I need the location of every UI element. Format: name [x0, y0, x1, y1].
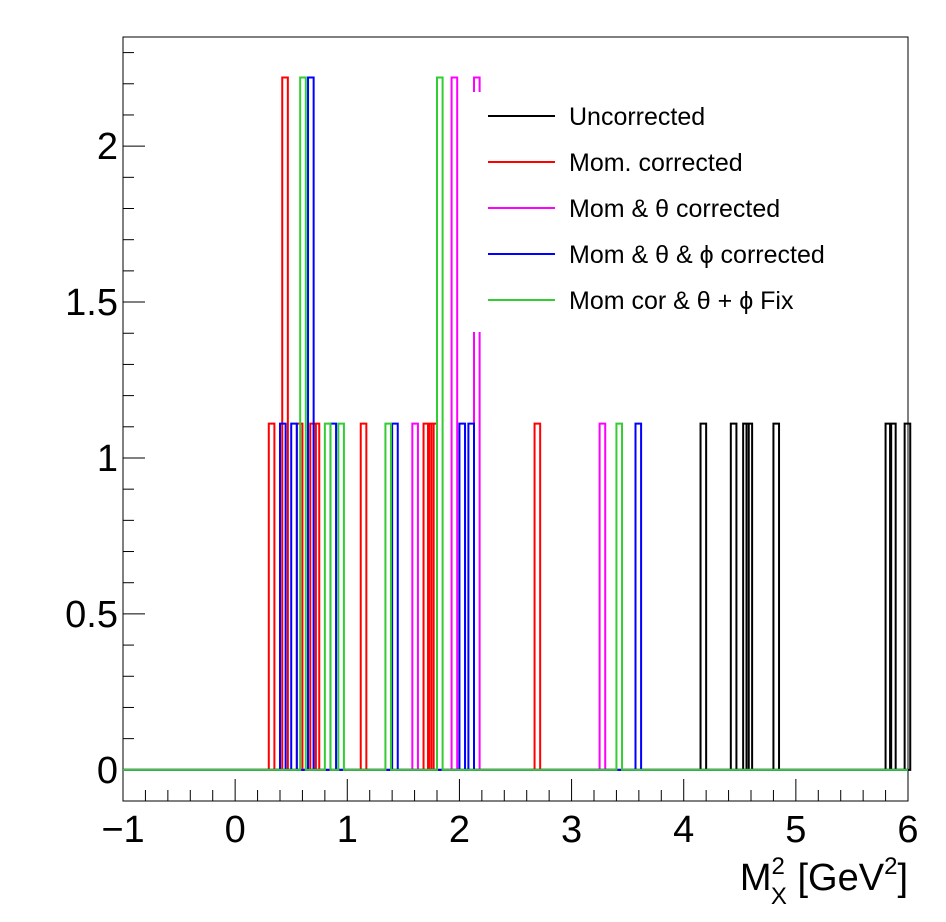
y-tick-label: 2	[97, 126, 118, 168]
legend-label: Uncorrected	[569, 103, 705, 131]
x-tick-label: 2	[449, 809, 470, 851]
y-tick-label: 1.5	[65, 282, 118, 324]
x-tick-label: −1	[101, 809, 144, 851]
x-tick-label: 6	[897, 809, 918, 851]
legend: Uncorrected Mom. corrected Mom & θ correct…	[470, 92, 870, 332]
x-tick-label: 0	[225, 809, 246, 851]
series-4	[123, 76, 908, 771]
legend-label: Mom & θ corrected	[569, 195, 780, 223]
x-tick-label: 4	[673, 809, 694, 851]
series-0	[123, 422, 912, 771]
y-tick-label: 0.5	[65, 594, 118, 636]
x-tick-label: 5	[785, 809, 806, 851]
histogram-bars	[123, 76, 912, 771]
series-outline	[123, 76, 908, 771]
x-axis-title: M2 X [GeV2]	[740, 853, 908, 910]
plot-frame	[122, 36, 909, 802]
x-tick-label: 3	[561, 809, 582, 851]
legend-label: Mom & θ & ϕ corrected	[569, 241, 825, 269]
y-tick-label: 0	[97, 750, 118, 792]
legend-label: Mom cor & θ + ϕ Fix	[569, 287, 794, 315]
y-tick-label: 1	[97, 438, 118, 480]
series-outline	[123, 422, 912, 771]
tick-labels: −1 0 1 2 3 4 5 6 0 0.5 1 1.5 2	[65, 126, 918, 851]
legend-label: Mom. corrected	[569, 149, 743, 177]
legend-box	[470, 92, 870, 332]
x-tick-label: 1	[337, 809, 358, 851]
